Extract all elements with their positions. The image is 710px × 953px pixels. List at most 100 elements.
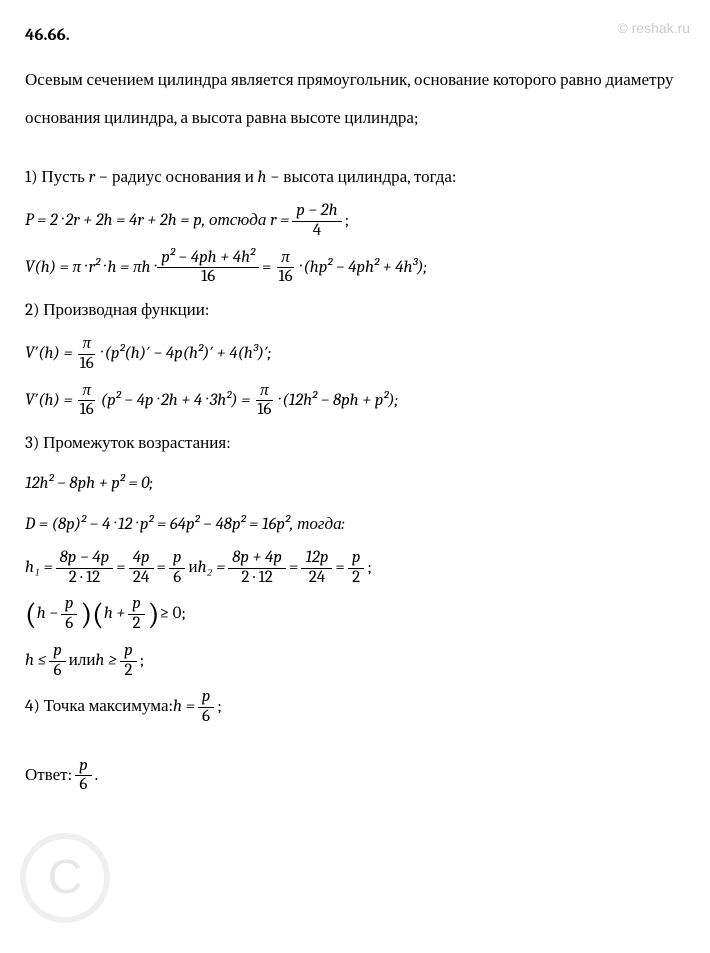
frac-num: p	[49, 642, 66, 662]
equals: =	[335, 552, 344, 584]
frac-den: 6	[198, 708, 214, 727]
frac-num: 4p	[129, 549, 154, 569]
h2-frac1: 8p + 4p 2 · 12	[228, 549, 286, 587]
frac-num: π	[78, 382, 95, 402]
deriv1-end: · (p²(h)′ − 4p(h²)′ + 4(h³)′;	[101, 338, 272, 370]
frac-num: π	[78, 335, 95, 355]
step-1-intro: 1) Пусть r − радиус основания и h − высо…	[25, 162, 685, 194]
volume-formula: V(h) = π · r² · h = πh · p² − 4ph + 4h² …	[25, 249, 685, 287]
frac-num: 12p	[301, 549, 332, 569]
period: .	[95, 760, 99, 792]
or-text: или	[69, 645, 96, 677]
p6-frac: p 6	[49, 642, 66, 680]
pi-fraction: π 16	[253, 382, 275, 420]
frac-den: 2	[120, 662, 136, 681]
frac-den: 24	[129, 569, 153, 588]
p2-frac: p 2	[128, 595, 145, 633]
step1-label: 1) Пусть	[25, 168, 89, 187]
quadratic-equation: 12h² − 8ph + p² = 0;	[25, 468, 685, 500]
frac-num: π	[277, 249, 294, 269]
step-2-label: 2) Производная функции:	[25, 295, 685, 327]
frac-num: p	[128, 595, 145, 615]
watermark-text: © reshak.ru	[617, 15, 690, 42]
frac-num: p	[169, 549, 186, 569]
range-h1: h ≤	[25, 645, 46, 677]
step-3-label: 3) Промежуток возрастания:	[25, 428, 685, 460]
answer-frac: p 6	[75, 757, 92, 795]
frac-num: π	[256, 382, 273, 402]
perimeter-formula: P = 2 · 2r + 2h = 4r + 2h = p, отсюда r …	[25, 202, 685, 240]
range-h2: h ≥	[95, 645, 117, 677]
perimeter-fraction: p − 2h 4	[292, 202, 341, 240]
frac-den: 6	[49, 662, 65, 681]
answer-label: Ответ:	[25, 760, 72, 792]
semicolon: ;	[367, 552, 372, 584]
ineq-end: ≥ 0;	[159, 598, 185, 630]
equals: =	[116, 552, 125, 584]
h1-label: h₁ =	[25, 552, 53, 584]
frac-den: 2	[128, 615, 144, 634]
frac-num: p	[75, 757, 92, 777]
h1-frac3: p 6	[169, 549, 186, 587]
perimeter-start: P = 2 · 2r + 2h = 4r + 2h = p, отсюда r …	[25, 205, 289, 237]
volume-end: · (hp² − 4ph² + 4h³);	[300, 252, 427, 284]
step1-mid1: − радиус основания и	[95, 168, 257, 187]
h1-frac2: 4p 24	[129, 549, 154, 587]
h2-frac2: 12p 24	[301, 549, 332, 587]
frac-den: 16	[197, 268, 219, 287]
deriv1-start: V′(h) =	[25, 338, 73, 370]
range-formula: h ≤ p 6 или h ≥ p 2 ;	[25, 642, 685, 680]
frac-den: 16	[274, 268, 296, 287]
paren-open: (	[25, 607, 37, 622]
frac-num: p	[120, 642, 137, 662]
p2-frac: p 2	[120, 642, 137, 680]
frac-num: 8p − 4p	[56, 549, 114, 569]
frac-num: p	[198, 688, 215, 708]
volume-start: V(h) = π · r² · h = πh ·	[25, 252, 154, 284]
copyright-c: C	[48, 832, 83, 923]
deriv2-start: V′(h) =	[25, 385, 73, 417]
pi-fraction: π 16	[76, 335, 98, 373]
pi-fraction: π 16	[76, 382, 98, 420]
frac-den: 6	[169, 569, 185, 588]
discriminant: D = (8p)² − 4 · 12 · p² = 64p² − 48p² = …	[25, 509, 685, 541]
derivative-1: V′(h) = π 16 · (p²(h)′ − 4p(h²)′ + 4(h³)…	[25, 335, 685, 373]
paren-open: (	[92, 607, 104, 622]
paren-close: )	[80, 607, 92, 622]
problem-statement: Осевым сечением цилиндра является прямоу…	[25, 62, 685, 137]
semicolon: ;	[140, 645, 145, 677]
inequality-product: ( h − p 6 ) ( h + p 2 ) ≥ 0;	[25, 595, 685, 633]
var-h: h	[258, 168, 267, 187]
frac-den: 16	[76, 401, 98, 420]
equals: =	[289, 552, 298, 584]
deriv2-mid: (p² − 4p · 2h + 4 · 3h²) =	[101, 385, 251, 417]
frac-num: 8p + 4p	[228, 549, 286, 569]
answer: Ответ: p 6 .	[25, 757, 685, 795]
ineq-h1: h −	[37, 598, 58, 630]
problem-number: 46.66.	[25, 20, 685, 52]
frac-num: p − 2h	[292, 202, 341, 222]
step1-mid2: − высота цилиндра, тогда:	[267, 168, 457, 187]
frac-den: 6	[61, 615, 77, 634]
paren-close: )	[148, 607, 160, 622]
step4-h: h =	[173, 691, 195, 723]
frac-den: 2	[348, 569, 364, 588]
frac-den: 16	[76, 355, 98, 374]
frac-den: 16	[253, 401, 275, 420]
frac-den: 2 · 12	[237, 569, 276, 588]
equals: =	[157, 552, 166, 584]
watermark-copyright-icon: C	[20, 833, 110, 923]
h2-frac3: p 2	[348, 549, 365, 587]
frac-den: 2 · 12	[65, 569, 104, 588]
frac-num: p	[61, 595, 78, 615]
equals: =	[262, 252, 271, 284]
h1-frac1: 8p − 4p 2 · 12	[56, 549, 114, 587]
ineq-h2: h +	[104, 598, 125, 630]
semicolon: ;	[217, 691, 222, 723]
frac-num: p² − 4ph + 4h²	[157, 249, 259, 269]
frac-num: p	[348, 549, 365, 569]
step4-label: 4) Точка максимума:	[25, 691, 173, 723]
and-text: и	[188, 552, 197, 584]
roots-formula: h₁ = 8p − 4p 2 · 12 = 4p 24 = p 6 и h₂ =…	[25, 549, 685, 587]
frac-den: 4	[309, 222, 325, 241]
